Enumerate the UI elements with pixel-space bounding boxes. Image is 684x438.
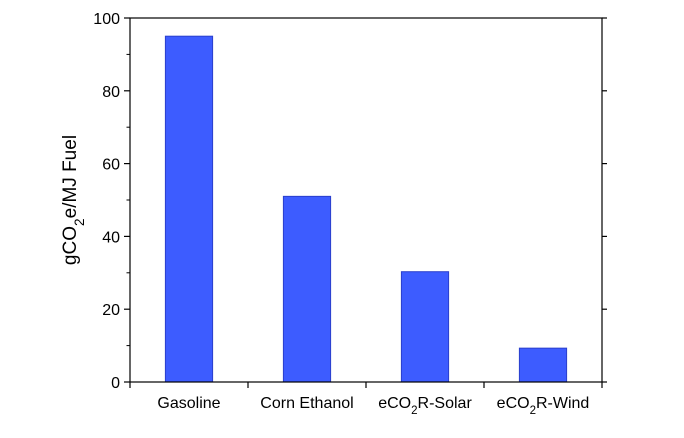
y-tick-label-1: 20 — [102, 302, 120, 319]
x-tick-label-1-main: Corn Ethanol — [260, 395, 353, 412]
y-tick-label-0: 0 — [111, 375, 120, 392]
x-tick-label-3-subscript: 2 — [530, 405, 536, 417]
bar-1 — [282, 195, 332, 383]
x-tick-label-0: Gasoline — [157, 395, 220, 412]
x-tick-label-3-main: eCO — [497, 395, 530, 412]
y-axis-title-main: gCO — [60, 226, 81, 265]
y-tick-label-3: 60 — [102, 157, 120, 174]
x-tick-label-2-main: eCO — [378, 395, 411, 412]
x-tick-label-3: eCO2R-Wind — [497, 395, 590, 417]
y-axis-title: gCO2e/MJ Fuel — [60, 135, 87, 265]
y-tick-label-2: 40 — [102, 229, 120, 246]
x-tick-label-0-main: Gasoline — [157, 395, 220, 412]
x-tick-label-2: eCO2R-Solar — [378, 395, 472, 417]
y-axis-title-subscript: 2 — [72, 218, 87, 226]
ticks-layer — [124, 17, 607, 388]
y-axis-title-rest: e/MJ Fuel — [60, 135, 81, 218]
x-tick-label-2-rest: R-Solar — [418, 395, 473, 412]
y-tick-label-4: 80 — [102, 84, 120, 101]
bar-0 — [164, 35, 214, 383]
x-tick-label-3-rest: R-Wind — [536, 395, 589, 412]
y-tick-label-5: 100 — [93, 11, 120, 28]
bar-3 — [518, 347, 568, 383]
x-tick-label-1: Corn Ethanol — [260, 395, 353, 412]
x-tick-label-2-subscript: 2 — [411, 405, 417, 417]
bar-2 — [400, 271, 450, 383]
bars-layer — [164, 35, 568, 383]
